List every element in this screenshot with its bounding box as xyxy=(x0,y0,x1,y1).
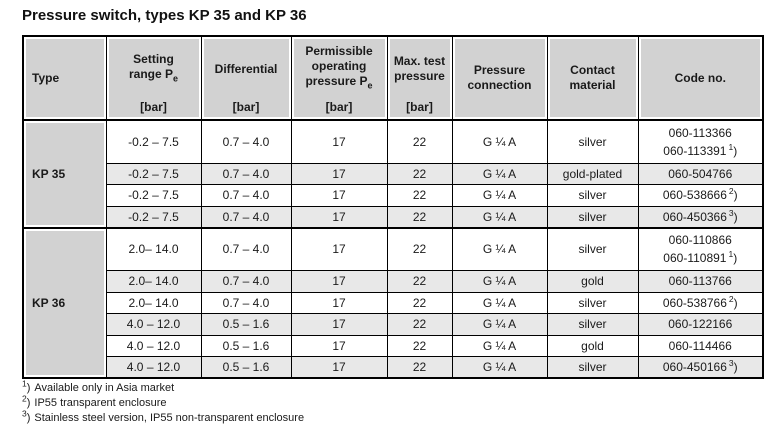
pressure-switch-table: Type Setting range Pe [bar] Differential[… xyxy=(22,35,764,379)
column-header-setting-range: Setting range Pe [bar] xyxy=(105,35,202,121)
test-pressure-cell: 22 xyxy=(386,119,453,164)
setting-range-cell: 4.0 – 12.0 xyxy=(105,334,202,357)
pressure-connection-cell: G ¼ A xyxy=(451,356,548,379)
test-pressure-cell: 22 xyxy=(386,313,453,336)
differential-cell: 0.5 – 1.6 xyxy=(200,356,292,379)
pressure-connection-cell: G ¼ A xyxy=(451,291,548,314)
test-pressure-cell: 22 xyxy=(386,356,453,379)
setting-range-cell: -0.2 – 7.5 xyxy=(105,119,202,164)
table-row: -0.2 – 7.5 0.7 – 4.0 17 22 G ¼ A silver … xyxy=(23,205,764,228)
setting-range-cell: 2.0– 14.0 xyxy=(105,226,202,271)
test-pressure-cell: 22 xyxy=(386,205,453,228)
differential-cell: 0.7 – 4.0 xyxy=(200,205,292,228)
pressure-connection-cell: G ¼ A xyxy=(451,226,548,271)
operating-pressure-cell: 17 xyxy=(290,291,388,314)
table-row: KP 35 -0.2 – 7.5 0.7 – 4.0 17 22 G ¼ A s… xyxy=(22,119,764,228)
pressure-connection-cell: G ¼ A xyxy=(451,119,548,164)
operating-pressure-cell: 17 xyxy=(290,162,388,185)
contact-material-cell: silver xyxy=(546,356,639,379)
operating-pressure-cell: 17 xyxy=(290,313,388,336)
contact-material-cell: gold xyxy=(546,270,639,293)
table-row: 2.0– 14.0 0.7 – 4.0 17 22 G ¼ A silver 0… xyxy=(23,291,764,314)
code-no-cell: 060-450366 3) xyxy=(637,205,764,228)
table-row: -0.2 – 7.5 0.7 – 4.0 17 22 G ¼ A gold-pl… xyxy=(23,162,764,185)
table-row: 2.0– 14.0 0.7 – 4.0 17 22 G ¼ A gold 060… xyxy=(23,270,764,293)
code-no-cell: 060-450166 3) xyxy=(637,356,764,379)
code-no-cell: 060-538666 2) xyxy=(637,184,764,207)
test-pressure-cell: 22 xyxy=(386,226,453,271)
differential-cell: 0.7 – 4.0 xyxy=(200,291,292,314)
operating-pressure-cell: 17 xyxy=(290,205,388,228)
contact-material-cell: silver xyxy=(546,184,639,207)
differential-cell: 0.7 – 4.0 xyxy=(200,184,292,207)
table-row: -0.2 – 7.5 0.7 – 4.0 17 22 G ¼ A silver … xyxy=(23,184,764,207)
operating-pressure-cell: 17 xyxy=(290,334,388,357)
column-header-code-no: Code no. xyxy=(637,35,764,121)
test-pressure-cell: 22 xyxy=(386,334,453,357)
operating-pressure-cell: 17 xyxy=(290,119,388,164)
contact-material-cell: silver xyxy=(546,291,639,314)
pressure-connection-cell: G ¼ A xyxy=(451,205,548,228)
setting-range-cell: -0.2 – 7.5 xyxy=(105,205,202,228)
table-row: 4.0 – 12.0 0.5 – 1.6 17 22 G ¼ A silver … xyxy=(23,313,764,336)
footnote-2: 2) IP55 transparent enclosure xyxy=(22,393,167,409)
test-pressure-cell: 22 xyxy=(386,291,453,314)
type-cell-kp35: KP 35 xyxy=(22,119,107,228)
pressure-connection-cell: G ¼ A xyxy=(451,184,548,207)
code-no-cell: 060-122166 xyxy=(637,313,764,336)
footnotes: 1) Available only in Asia market 2) IP55 t… xyxy=(22,378,305,426)
differential-cell: 0.7 – 4.0 xyxy=(200,226,292,271)
pressure-connection-cell: G ¼ A xyxy=(451,313,548,336)
footnote-3: 3) Stainless steel version, IP55 non-tran… xyxy=(22,408,305,424)
column-header-type: Type xyxy=(22,35,107,121)
pressure-connection-cell: G ¼ A xyxy=(451,162,548,185)
code-no-cell: 060-504766 xyxy=(637,162,764,185)
header-row: Type Setting range Pe [bar] Differential[… xyxy=(22,35,764,121)
page-title: Pressure switch, types KP 35 and KP 36 xyxy=(22,7,307,24)
table-row: 4.0 – 12.0 0.5 – 1.6 17 22 G ¼ A silver … xyxy=(23,356,764,379)
column-header-contact-material: Contact material xyxy=(546,35,639,121)
differential-cell: 0.5 – 1.6 xyxy=(200,313,292,336)
type-cell-kp36: KP 36 xyxy=(22,226,107,379)
code-no-cell: 060-538766 2) xyxy=(637,291,764,314)
contact-material-cell: silver xyxy=(546,226,639,271)
contact-material-cell: silver xyxy=(546,313,639,336)
setting-range-cell: 2.0– 14.0 xyxy=(105,270,202,293)
setting-range-cell: 2.0– 14.0 xyxy=(105,291,202,314)
setting-range-cell: 4.0 – 12.0 xyxy=(105,356,202,379)
operating-pressure-cell: 17 xyxy=(290,226,388,271)
contact-material-cell: silver xyxy=(546,205,639,228)
differential-cell: 0.5 – 1.6 xyxy=(200,334,292,357)
column-header-differential: Differential [bar] xyxy=(200,35,292,121)
code-no-cell: 060-113366 060-113391 1) xyxy=(637,119,764,164)
contact-material-cell: gold xyxy=(546,334,639,357)
operating-pressure-cell: 17 xyxy=(290,184,388,207)
contact-material-cell: gold-plated xyxy=(546,162,639,185)
differential-cell: 0.7 – 4.0 xyxy=(200,119,292,164)
test-pressure-cell: 22 xyxy=(386,184,453,207)
differential-cell: 0.7 – 4.0 xyxy=(200,270,292,293)
table-row: KP 36 2.0– 14.0 0.7 – 4.0 17 22 G ¼ A si… xyxy=(22,226,764,379)
code-no-cell: 060-114466 xyxy=(637,334,764,357)
column-header-pressure-connection: Pressure connection xyxy=(451,35,548,121)
table-row: 4.0 – 12.0 0.5 – 1.6 17 22 G ¼ A gold 06… xyxy=(23,334,764,357)
test-pressure-cell: 22 xyxy=(386,162,453,185)
column-header-test-pressure: Max. test pressure [bar] xyxy=(386,35,453,121)
operating-pressure-cell: 17 xyxy=(290,270,388,293)
pressure-connection-cell: G ¼ A xyxy=(451,334,548,357)
differential-cell: 0.7 – 4.0 xyxy=(200,162,292,185)
test-pressure-cell: 22 xyxy=(386,270,453,293)
setting-range-cell: 4.0 – 12.0 xyxy=(105,313,202,336)
code-no-cell: 060-110866 060-110891 1) xyxy=(637,226,764,271)
pressure-connection-cell: G ¼ A xyxy=(451,270,548,293)
contact-material-cell: silver xyxy=(546,119,639,164)
footnote-1: 1) Available only in Asia market xyxy=(22,378,175,394)
setting-range-cell: -0.2 – 7.5 xyxy=(105,162,202,185)
operating-pressure-cell: 17 xyxy=(290,356,388,379)
setting-range-cell: -0.2 – 7.5 xyxy=(105,184,202,207)
column-header-operating-pressure: Permissible operating pressure Pe [bar] xyxy=(290,35,388,121)
code-no-cell: 060-113766 xyxy=(637,270,764,293)
